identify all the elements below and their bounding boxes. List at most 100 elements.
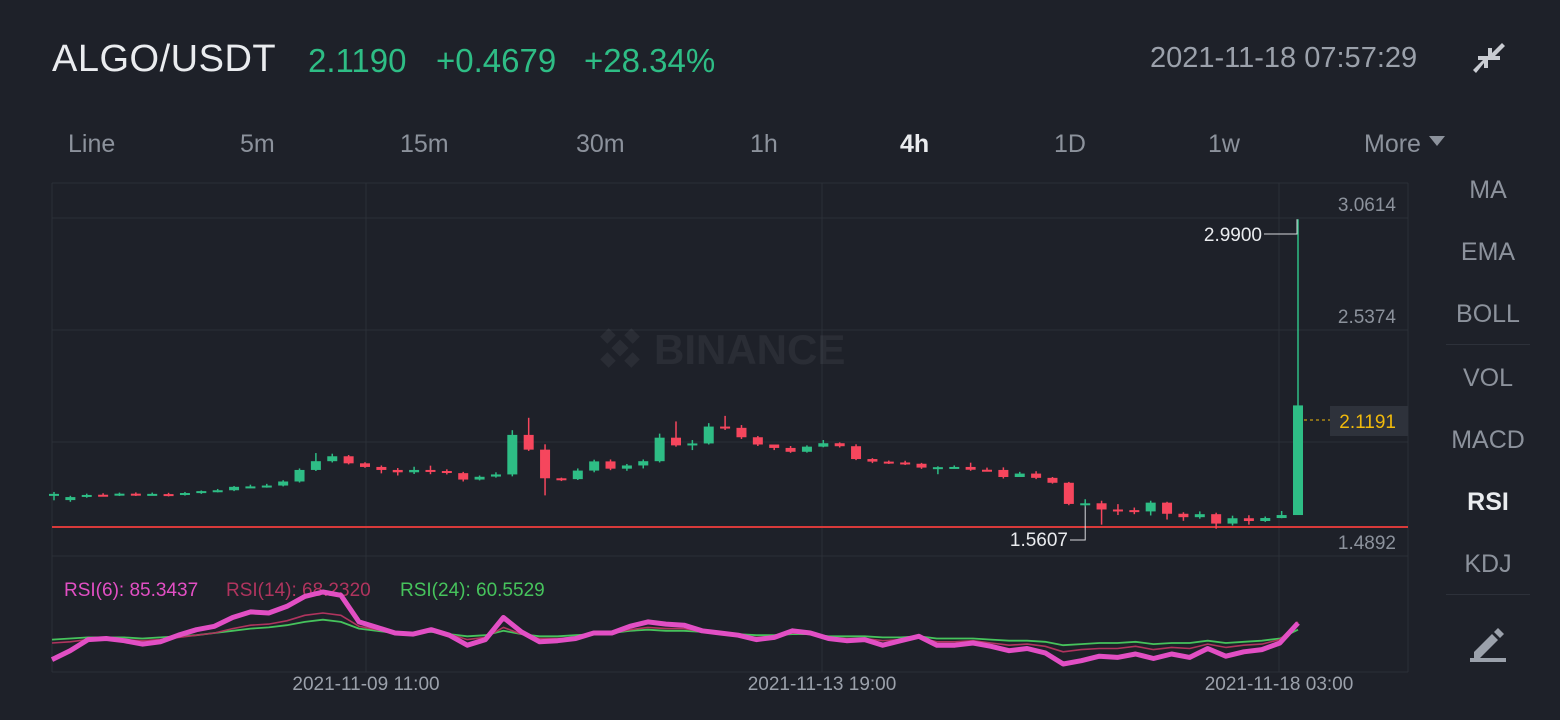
candle-body xyxy=(605,461,616,469)
indicator-kdj[interactable]: KDJ xyxy=(1464,550,1512,578)
tab-5m[interactable]: 5m xyxy=(240,130,275,158)
tab-1h[interactable]: 1h xyxy=(750,130,778,158)
candle-body xyxy=(212,490,223,493)
tab-4h[interactable]: 4h xyxy=(900,130,930,158)
candle-body xyxy=(98,494,109,497)
x-axis-label: 2021-11-18 03:00 xyxy=(1205,674,1354,695)
x-axis-label: 2021-11-09 11:00 xyxy=(292,674,439,695)
candle-body xyxy=(801,446,812,452)
candle-body xyxy=(196,491,207,494)
candle-body xyxy=(1047,477,1058,483)
rsi-legend-label: RSI(6): 85.3437 xyxy=(64,580,198,601)
tab-1w[interactable]: 1w xyxy=(1208,130,1240,158)
header: ALGO/USDT 2.1190 +0.4679 +28.34% 2021-11… xyxy=(0,0,1560,120)
price-change: +0.4679 xyxy=(436,42,557,79)
interval-tabs: Line 5m 15m 30m 1h 4h 1D 1w More xyxy=(0,124,1470,168)
binance-logo-icon xyxy=(600,328,640,368)
candle-body xyxy=(310,461,321,470)
last-price: 2.1190 xyxy=(308,42,407,79)
candle-body xyxy=(916,463,927,468)
candle-body xyxy=(360,463,370,467)
candle-body xyxy=(1211,514,1222,524)
candle-body xyxy=(834,443,845,447)
candle-body xyxy=(1162,502,1173,514)
indicator-divider xyxy=(1446,594,1530,595)
candle-body xyxy=(949,466,960,469)
candle-body xyxy=(1243,518,1254,522)
max-price-leader xyxy=(1264,219,1298,235)
tab-1d[interactable]: 1D xyxy=(1054,130,1086,158)
watermark-text: BINANCE xyxy=(654,326,845,373)
chart-grid: 3.0614 2.5374 1.4892 xyxy=(51,182,1409,673)
indicator-rsi[interactable]: RSI xyxy=(1467,488,1509,516)
candle-body xyxy=(392,469,403,473)
candle-body xyxy=(851,446,862,460)
rsi-series-line xyxy=(51,618,1299,647)
current-price-tag xyxy=(1330,406,1408,436)
y-label: 2.5374 xyxy=(1338,307,1397,328)
collapse-arrows-icon[interactable] xyxy=(1470,40,1506,76)
tab-line[interactable]: Line xyxy=(68,130,116,158)
candle-body xyxy=(245,486,256,489)
indicator-boll[interactable]: BOLL xyxy=(1456,300,1520,328)
candle-body xyxy=(229,486,240,491)
candle-body xyxy=(474,476,485,480)
indicator-vol[interactable]: VOL xyxy=(1462,364,1514,392)
candle-body xyxy=(81,494,92,497)
candle-body xyxy=(818,443,829,447)
current-price-label: 2.1191 xyxy=(1339,412,1396,433)
candle-body xyxy=(1014,473,1025,477)
candle-body xyxy=(179,493,190,496)
candle-body xyxy=(376,466,387,470)
candle-body xyxy=(458,473,469,480)
indicator-ema[interactable]: EMA xyxy=(1460,238,1516,266)
candle-body xyxy=(294,469,305,482)
candles xyxy=(49,219,1303,529)
candle-body xyxy=(932,467,943,470)
min-price-leader xyxy=(1070,506,1086,541)
tab-more[interactable]: More xyxy=(1364,130,1445,159)
candle-body xyxy=(785,447,796,452)
y-label: 1.4892 xyxy=(1338,533,1396,554)
candle-body xyxy=(1080,503,1091,506)
candle-body xyxy=(703,426,714,444)
candle-body xyxy=(687,443,698,446)
pair-title: ALGO/USDT xyxy=(52,38,277,80)
candle-body xyxy=(1276,515,1287,519)
candle-body xyxy=(1260,518,1271,522)
min-price-label: 1.5607 xyxy=(1010,530,1068,551)
indicator-macd[interactable]: MACD xyxy=(1451,426,1525,454)
candle-body xyxy=(1031,473,1042,478)
rsi-panel: RSI(6): 85.3437 RSI(14): 68.2320 RSI(24): … xyxy=(50,580,1300,667)
candle-body xyxy=(589,461,600,471)
candle-body xyxy=(425,469,436,472)
candle-body xyxy=(900,462,911,465)
candle-body xyxy=(1293,405,1303,516)
tab-15m[interactable]: 15m xyxy=(400,130,449,158)
price-change-percent: +28.34% xyxy=(584,42,716,79)
x-axis: 2021-11-09 11:00 2021-11-13 19:00 2021-11-… xyxy=(292,674,1353,695)
binance-watermark: BINANCE xyxy=(600,326,845,373)
indicator-ma[interactable]: MA xyxy=(1469,176,1507,204)
candle-body xyxy=(1178,513,1189,518)
candle-body xyxy=(736,427,747,438)
candle-body xyxy=(1129,510,1140,513)
candle-body xyxy=(278,481,289,486)
candle-body xyxy=(752,437,763,445)
candle-body xyxy=(261,485,272,488)
pencil-draw-icon[interactable] xyxy=(1468,622,1508,662)
annotations: 2.9900 1.5607 2.1191 xyxy=(1010,219,1408,551)
tab-30m[interactable]: 30m xyxy=(576,130,625,158)
candle-body xyxy=(1096,503,1107,510)
candle-body xyxy=(982,469,992,472)
rsi-legend-label: RSI(24): 60.5529 xyxy=(400,580,545,601)
candle-body xyxy=(327,456,338,462)
candle-body xyxy=(720,426,731,429)
candle-body xyxy=(507,434,518,475)
candle-body xyxy=(163,494,174,497)
candle-body xyxy=(867,459,878,462)
candle-body xyxy=(654,437,665,462)
candle-body xyxy=(1145,502,1156,512)
rsi-series-line xyxy=(50,589,1300,667)
